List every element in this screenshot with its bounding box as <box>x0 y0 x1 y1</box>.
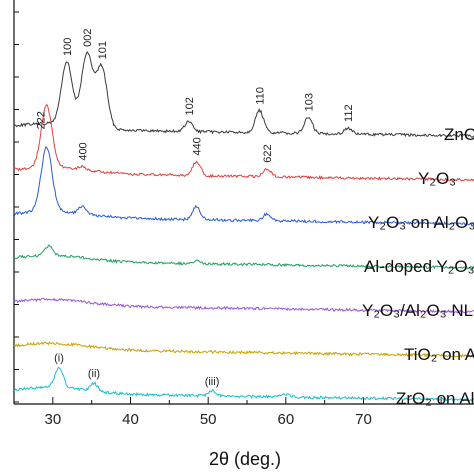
peak-label-12: (ii) <box>88 368 100 380</box>
x-tick-label: 40 <box>122 411 139 428</box>
x-tick-label: 30 <box>44 411 61 428</box>
peak-label-10: 622 <box>262 144 274 162</box>
series-label-5: TiO₂ on Al₂O₃ <box>404 345 474 364</box>
series-layer <box>13 51 474 402</box>
series-label-1: Y₂O₃ <box>418 169 456 188</box>
x-tick-label: 50 <box>200 411 217 428</box>
peak-label-5: 103 <box>303 93 315 111</box>
series-line-2 <box>13 146 474 226</box>
peak-label-13: (iii) <box>205 376 220 388</box>
peak-label-0: 100 <box>62 38 74 56</box>
series-label-2: Y₂O₃ on Al₂O₃ <box>368 213 474 232</box>
series-label-3: Al-doped Y₂O₃ <box>364 257 474 276</box>
series-labels: ZnO Y₂O₃ Y₂O₃ on Al₂O₃ Al-doped Y₂O₃ Y₂O₃/Al… <box>362 125 474 408</box>
series-line-3 <box>13 244 474 270</box>
series-label-6: ZrO₂ on Al₂O₃ <box>396 389 474 408</box>
series-line-5 <box>13 341 474 359</box>
peak-label-11: (i) <box>54 353 64 365</box>
peak-label-7: 222 <box>35 111 47 129</box>
series-line-0 <box>13 51 474 138</box>
series-line-1 <box>13 103 474 182</box>
x-tick-label: 70 <box>355 411 372 428</box>
x-tick-label: 60 <box>277 411 294 428</box>
peak-label-1: 002 <box>82 28 94 46</box>
x-axis-title: 2θ (deg.) <box>209 449 281 469</box>
peak-label-9: 440 <box>192 137 204 155</box>
peak-label-2: 101 <box>97 41 109 59</box>
peak-label-3: 102 <box>184 97 196 115</box>
series-label-4: Y₂O₃/Al₂O₃ NL <box>362 301 473 320</box>
series-line-4 <box>13 297 474 314</box>
series-label-0: ZnO <box>444 125 474 144</box>
peak-label-8: 400 <box>77 142 89 160</box>
axes: 30 40 50 60 70 <box>13 0 474 428</box>
peak-label-6: 112 <box>343 104 355 122</box>
series-line-6 <box>13 366 474 402</box>
peak-label-4: 110 <box>254 87 266 105</box>
